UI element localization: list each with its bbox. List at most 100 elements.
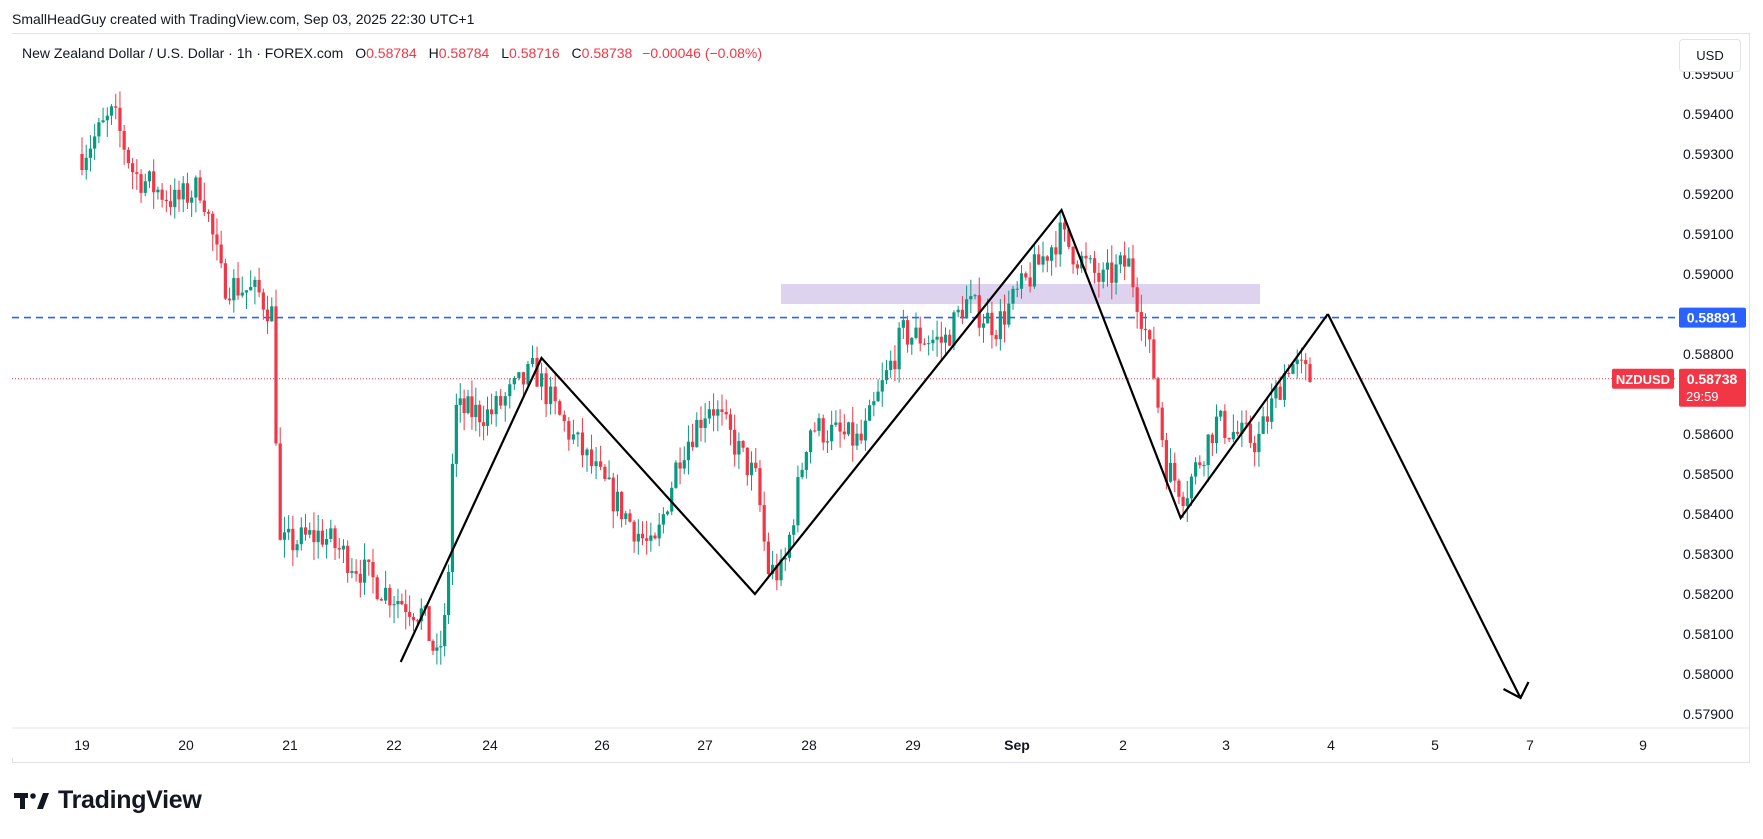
symbol-tag-text: NZDUSD bbox=[1616, 372, 1670, 387]
candle-body bbox=[1037, 254, 1041, 265]
candle-body bbox=[872, 401, 876, 406]
candle-body bbox=[126, 149, 130, 164]
candle-body bbox=[1164, 440, 1168, 482]
candle-body bbox=[1223, 410, 1227, 439]
x-tick-label: 3 bbox=[1222, 737, 1230, 753]
candle-body bbox=[535, 357, 539, 387]
candle-body bbox=[1041, 256, 1045, 265]
candle-body bbox=[1110, 262, 1114, 283]
candle-body bbox=[1067, 229, 1071, 247]
candle-body bbox=[388, 587, 392, 606]
candle-body bbox=[766, 541, 771, 574]
tradingview-logo[interactable]: TradingView bbox=[14, 786, 202, 815]
candle-body bbox=[981, 323, 986, 328]
candle-body bbox=[1045, 256, 1049, 261]
x-tick-label: 29 bbox=[905, 737, 921, 753]
candle-body bbox=[295, 544, 299, 551]
candle-body bbox=[1105, 262, 1110, 270]
candle-body bbox=[118, 107, 122, 132]
candle-body bbox=[1244, 422, 1248, 424]
candle-body bbox=[859, 433, 863, 441]
candle-body bbox=[341, 545, 346, 550]
candle-body bbox=[804, 452, 808, 470]
zigzag-drawing bbox=[399, 207, 1329, 663]
candle-body bbox=[101, 120, 105, 123]
x-tick-label: 5 bbox=[1431, 737, 1439, 753]
candle-body bbox=[716, 409, 720, 416]
candle-body bbox=[1210, 434, 1214, 444]
candle-body bbox=[691, 441, 695, 448]
candle-body bbox=[1156, 378, 1160, 408]
level-price-text: 0.58891 bbox=[1687, 310, 1738, 326]
candle-body bbox=[303, 527, 308, 535]
candle-body bbox=[1084, 255, 1088, 259]
candle-body bbox=[228, 298, 232, 301]
candle-body bbox=[517, 372, 521, 379]
candle-body bbox=[337, 548, 341, 550]
candle-body bbox=[270, 306, 274, 322]
candle-body bbox=[553, 386, 557, 402]
candle-body bbox=[439, 646, 443, 648]
candle-body bbox=[1114, 264, 1118, 283]
candle-body bbox=[152, 171, 156, 193]
candle-body bbox=[1231, 431, 1235, 440]
candle-body bbox=[215, 234, 219, 245]
candle-body bbox=[223, 263, 227, 299]
candle-body bbox=[198, 177, 202, 201]
candle-body bbox=[931, 339, 935, 344]
x-tick-label: 24 bbox=[482, 737, 498, 753]
candle-body bbox=[1101, 269, 1105, 282]
close-label: C bbox=[571, 45, 582, 61]
candle-body bbox=[703, 418, 707, 428]
candle-body bbox=[139, 174, 143, 193]
candle-body bbox=[1019, 273, 1024, 289]
candle-body bbox=[733, 429, 737, 455]
candle-body bbox=[400, 600, 404, 605]
candle-body bbox=[80, 154, 84, 170]
candle-body bbox=[817, 418, 821, 431]
candle-body bbox=[969, 296, 973, 300]
candle-body bbox=[1148, 330, 1152, 340]
candle-body bbox=[1050, 247, 1054, 261]
candle-body bbox=[901, 320, 905, 328]
candle-body bbox=[576, 432, 580, 435]
candle-body bbox=[1152, 339, 1156, 379]
candle-body bbox=[427, 606, 431, 641]
candle-body bbox=[762, 505, 766, 542]
candle-body bbox=[846, 422, 851, 435]
candle-body bbox=[278, 443, 282, 540]
candle-body bbox=[1274, 386, 1278, 399]
y-tick-label: 0.59100 bbox=[1683, 226, 1734, 242]
candle-body bbox=[1278, 386, 1282, 400]
projection-arrowhead bbox=[1502, 681, 1530, 700]
candle-body bbox=[396, 600, 400, 605]
candle-body bbox=[244, 290, 249, 293]
candle-body bbox=[914, 327, 918, 338]
x-tick-label: 26 bbox=[594, 737, 610, 753]
candle-body bbox=[499, 395, 503, 406]
x-tick-label: Sep bbox=[1004, 737, 1030, 753]
candle-body bbox=[695, 419, 699, 448]
candle-body bbox=[808, 430, 813, 453]
candle-body bbox=[821, 418, 825, 443]
x-tick-label: 2 bbox=[1119, 737, 1127, 753]
open-value: 0.58784 bbox=[366, 45, 417, 61]
candle-body bbox=[512, 378, 516, 385]
candle-body bbox=[1054, 247, 1058, 255]
candle-body bbox=[830, 424, 834, 442]
currency-button[interactable]: USD bbox=[1679, 39, 1741, 72]
candle-body bbox=[435, 647, 439, 651]
candle-body bbox=[728, 414, 733, 430]
candle-body bbox=[1185, 498, 1189, 507]
x-tick-label: 28 bbox=[801, 737, 817, 753]
candle-body bbox=[122, 131, 126, 150]
candle-body bbox=[485, 409, 490, 426]
candle-body bbox=[986, 312, 990, 324]
candle-body bbox=[607, 477, 611, 480]
candle-body bbox=[910, 337, 914, 345]
y-tick-label: 0.57900 bbox=[1683, 706, 1734, 722]
candle-body bbox=[1002, 311, 1007, 325]
candle-body bbox=[84, 157, 88, 170]
candle-body bbox=[884, 370, 889, 381]
